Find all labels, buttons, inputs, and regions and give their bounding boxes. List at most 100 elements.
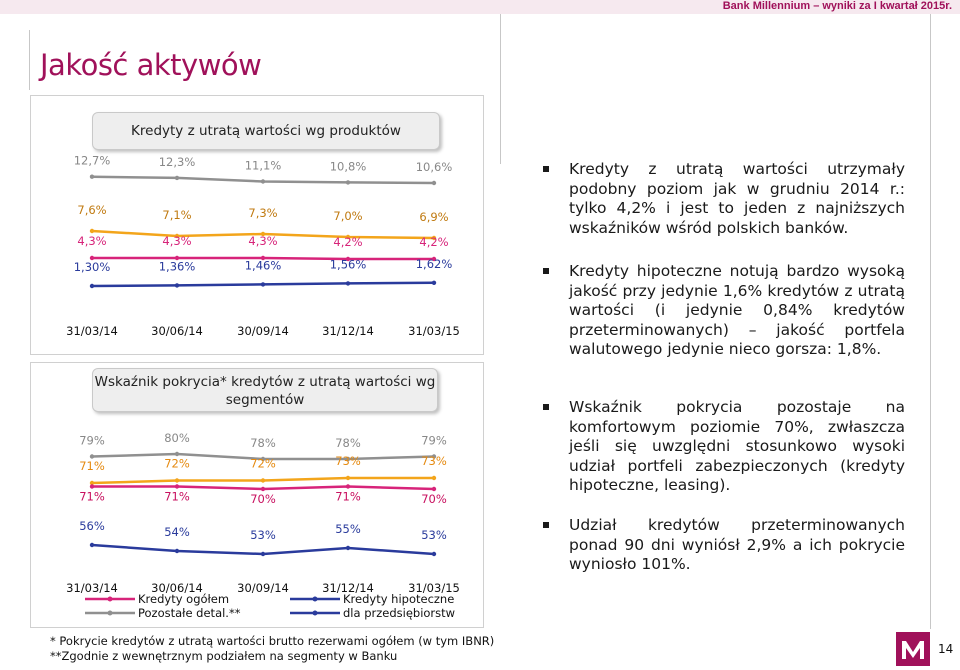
x-tick-label: 31/03/14 — [66, 581, 118, 595]
data-label: 78% — [335, 436, 361, 450]
x-tick-label: 31/03/15 — [408, 581, 460, 595]
data-label: 11,1% — [245, 159, 282, 173]
bullet-marker — [543, 404, 549, 410]
bullet-item: Udział kredytów przeterminowanych ponad … — [543, 516, 905, 575]
data-label: 70% — [421, 492, 447, 506]
legend-label: dla przedsiębiorstw — [343, 606, 455, 620]
data-label: 4,2% — [333, 235, 362, 249]
legend-label: Pozostałe detal.** — [138, 606, 241, 620]
footnotes: * Pokrycie kredytów z utratą wartości br… — [50, 634, 494, 664]
chart-products: 12,7% 12,3% 11,1% 10,8% 10,6% 7,6% 7,1% 7,3% 7,0… — [66, 154, 460, 338]
data-point — [345, 456, 351, 462]
data-point — [174, 283, 180, 288]
data-label: 4,3% — [248, 234, 277, 248]
data-point — [345, 281, 351, 286]
data-point — [431, 551, 437, 557]
data-label: 12,3% — [159, 155, 196, 169]
data-label: 72% — [250, 457, 276, 471]
data-point — [89, 480, 95, 486]
data-label: 7,6% — [77, 203, 106, 217]
data-label: 79% — [79, 434, 105, 448]
data-label: 70% — [250, 492, 276, 506]
x-tick-label: 31/12/14 — [322, 324, 374, 338]
data-label: 56% — [79, 519, 105, 533]
data-label: 78% — [250, 436, 276, 450]
data-point — [260, 231, 266, 237]
data-point — [345, 484, 351, 489]
data-label: 73% — [421, 454, 447, 468]
x-tick-label: 30/06/14 — [151, 581, 203, 595]
chart-title-products: Kredyty z utratą wartości wg produktów — [92, 112, 440, 150]
data-label: 1,62% — [416, 257, 453, 271]
bullet-marker — [543, 522, 549, 528]
data-point — [260, 255, 266, 261]
data-label: 1,36% — [159, 259, 196, 273]
data-label: 4,2% — [419, 235, 448, 249]
data-point — [89, 454, 95, 459]
data-point — [89, 283, 95, 289]
bullet-item: Wskaźnik pokrycia pozostaje na komfortow… — [543, 398, 905, 496]
data-point — [174, 478, 180, 483]
presentation-title: Bank Millennium – wyniki za I kwartał 20… — [722, 0, 952, 12]
data-point — [431, 486, 437, 492]
data-label: 4,3% — [162, 234, 191, 248]
legend-label: Kredyty ogółem — [138, 592, 229, 606]
data-point — [89, 255, 95, 261]
x-tick-label: 30/06/14 — [151, 324, 203, 338]
x-tick-label: 31/03/15 — [408, 324, 460, 338]
top-bar: Bank Millennium – wyniki za I kwartał 20… — [0, 0, 960, 14]
data-label: 12,7% — [74, 154, 111, 168]
data-label: 73% — [335, 454, 361, 468]
data-point — [174, 484, 180, 489]
data-point — [89, 174, 95, 179]
data-point — [431, 256, 437, 262]
footnote: **Zgodnie z wewnętrznym podziałem na seg… — [50, 649, 398, 663]
bullet-item: Kredyty hipoteczne notują bardzo wysoką … — [543, 262, 905, 360]
chart-title-segments: Wskaźnik pokrycia* kredytów z utratą war… — [92, 368, 438, 412]
divider — [500, 14, 501, 164]
data-point — [345, 234, 351, 240]
legend-label: Kredyty hipoteczne — [343, 592, 454, 606]
data-point — [345, 256, 351, 262]
data-label: 7,1% — [162, 208, 191, 222]
data-label: 4,3% — [77, 234, 106, 248]
data-point — [431, 180, 437, 186]
data-label: 10,8% — [330, 159, 367, 173]
data-point — [345, 475, 351, 481]
data-point — [345, 180, 351, 185]
data-point — [174, 255, 180, 261]
data-point — [260, 456, 266, 462]
data-point — [260, 179, 266, 184]
data-point — [431, 235, 437, 241]
data-label: 1,46% — [245, 258, 282, 272]
data-label: 79% — [421, 434, 447, 448]
page-number: 14 — [938, 642, 954, 656]
data-label: 54% — [164, 525, 190, 539]
data-label: 72% — [164, 457, 190, 471]
x-tick-label: 30/09/14 — [237, 581, 289, 595]
data-point — [345, 545, 351, 551]
data-point — [89, 484, 95, 489]
chart-segments: 79% 80% 78% 78% 79% 71% 72% 72% 73% 73% 71% 71% 70% 7… — [66, 431, 460, 620]
page-title: Jakość aktywów — [40, 48, 262, 82]
bullet-marker — [543, 268, 549, 274]
millennium-logo-icon — [896, 632, 930, 666]
data-label: 6,9% — [419, 210, 448, 224]
data-point — [260, 486, 266, 492]
x-tick-label: 31/03/14 — [66, 324, 118, 338]
data-point — [174, 548, 180, 554]
data-label: 7,0% — [333, 209, 362, 223]
data-label: 71% — [164, 490, 190, 504]
footnote: * Pokrycie kredytów z utratą wartości br… — [50, 634, 495, 648]
data-point — [89, 542, 95, 548]
data-point — [174, 451, 180, 457]
data-point — [431, 280, 437, 285]
data-label: 71% — [79, 459, 105, 473]
x-tick-label: 30/09/14 — [237, 324, 289, 338]
data-label: 71% — [335, 490, 361, 504]
legend-marker — [312, 596, 318, 602]
data-point — [89, 228, 95, 234]
legend-marker — [107, 596, 113, 602]
data-point — [260, 478, 266, 483]
divider — [29, 30, 30, 90]
